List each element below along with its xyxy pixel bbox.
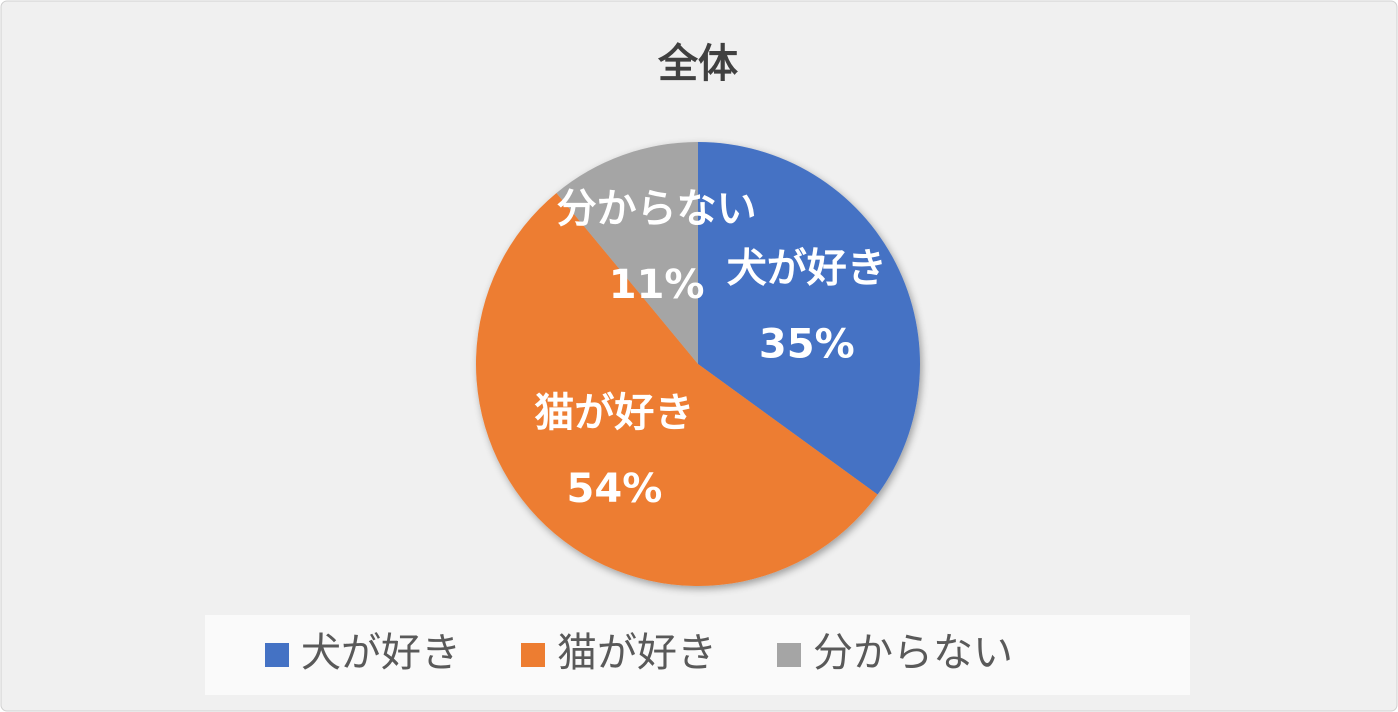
data-label-value: 11% xyxy=(609,262,705,308)
legend-label: 分からない xyxy=(813,630,1013,676)
pie xyxy=(475,142,920,587)
data-label-category: 犬が好き xyxy=(727,246,887,292)
legend-label: 犬が好き xyxy=(301,630,461,676)
legend-swatch xyxy=(265,643,289,667)
data-label-value: 54% xyxy=(567,466,663,512)
pie-slice xyxy=(556,142,698,364)
pie-slice xyxy=(698,142,920,495)
legend-swatch xyxy=(777,643,801,667)
data-label-category: 猫が好き xyxy=(534,390,694,436)
data-label-value: 35% xyxy=(759,322,855,368)
legend-box xyxy=(205,615,1190,695)
legend-swatch xyxy=(521,643,545,667)
data-label-category: 分からない xyxy=(557,186,757,232)
pie-slice xyxy=(475,192,878,587)
chart-title: 全体 xyxy=(657,41,738,87)
legend-label: 猫が好き xyxy=(557,630,717,676)
